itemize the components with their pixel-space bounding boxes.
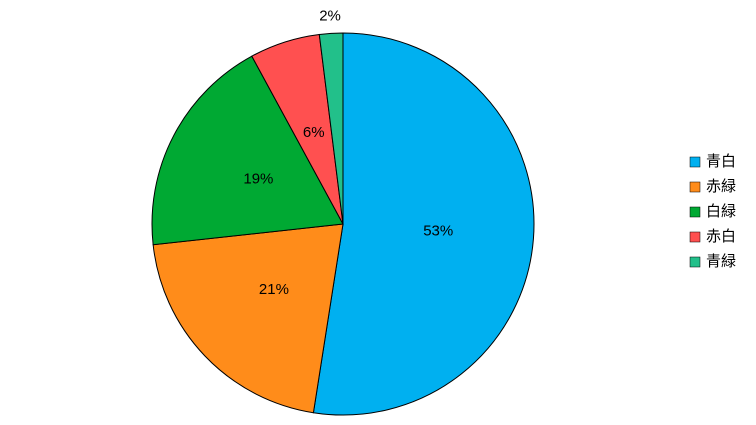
legend-label: 赤緑	[706, 178, 736, 195]
legend-label: 青白	[706, 153, 736, 170]
legend-swatch	[689, 256, 701, 268]
legend-swatch	[689, 231, 701, 243]
data-label: 19%	[243, 171, 273, 188]
legend-label: 赤白	[706, 228, 736, 245]
data-label: 21%	[259, 281, 289, 298]
legend-swatch	[689, 181, 701, 193]
pie-slice	[318, 32, 344, 225]
pie-slice	[151, 55, 344, 246]
legend-swatch	[689, 156, 701, 168]
data-label: 6%	[303, 124, 325, 141]
pie-slice	[312, 32, 535, 416]
legend-swatch	[689, 206, 701, 218]
pie-slice	[152, 223, 344, 414]
legend-label: 白緑	[706, 203, 736, 220]
legend-label: 青緑	[706, 253, 736, 270]
data-label: 2%	[319, 7, 341, 24]
data-label: 53%	[423, 222, 453, 239]
